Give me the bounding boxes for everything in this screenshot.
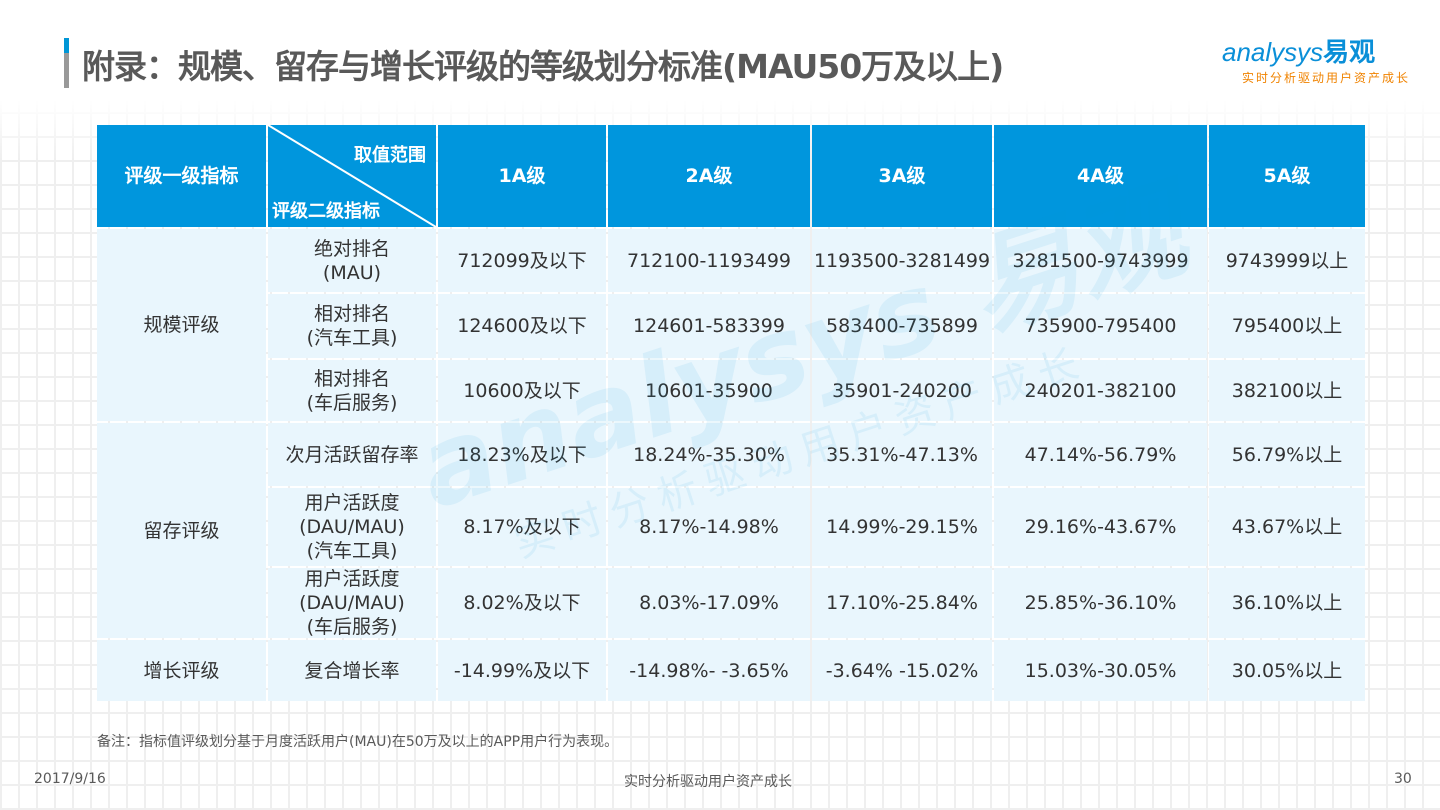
value-cell: 8.03%-17.09% <box>608 568 810 638</box>
footer-slogan: 实时分析驱动用户资产成长 <box>624 774 792 790</box>
value-cell: 30.05%以上 <box>1209 640 1365 701</box>
value-cell: 9743999以上 <box>1209 229 1365 292</box>
value-cell: 583400-735899 <box>812 294 992 358</box>
value-cell: 8.02%及以下 <box>438 568 606 638</box>
header-level-2a: 2A级 <box>608 125 810 227</box>
header-first-level: 评级一级指标 <box>97 125 266 227</box>
footer-date: 2017/9/16 <box>34 771 106 787</box>
group-label: 规模评级 <box>97 229 266 421</box>
diagonal-line <box>268 125 436 227</box>
value-cell: 18.24%-35.30% <box>608 423 810 486</box>
value-cell: 712100-1193499 <box>608 229 810 292</box>
value-cell: 14.99%-29.15% <box>812 488 992 566</box>
value-cell: 382100以上 <box>1209 360 1365 421</box>
header-level-1a: 1A级 <box>438 125 606 227</box>
header-level-3a: 3A级 <box>812 125 992 227</box>
value-cell: -14.99%及以下 <box>438 640 606 701</box>
analysys-logo: analysys易观 实时分析驱动用户资产成长 <box>1222 37 1411 85</box>
value-cell: 8.17%-14.98% <box>608 488 810 566</box>
value-cell: -14.98%- -3.65% <box>608 640 810 701</box>
value-cell: 8.17%及以下 <box>438 488 606 566</box>
metric-label: 复合增长率 <box>268 640 436 701</box>
page-number: 30 <box>1394 771 1412 787</box>
value-cell: 795400以上 <box>1209 294 1365 358</box>
header-level-5a: 5A级 <box>1209 125 1365 227</box>
footnote: 备注：指标值评级划分基于月度活跃用户(MAU)在50万及以上的APP用户行为表现… <box>97 734 619 750</box>
value-cell: 35901-240200 <box>812 360 992 421</box>
value-cell: 240201-382100 <box>994 360 1207 421</box>
value-cell: 3281500-9743999 <box>994 229 1207 292</box>
metric-label: 相对排名 (车后服务) <box>268 360 436 421</box>
value-cell: -3.64% -15.02% <box>812 640 992 701</box>
value-cell: 36.10%以上 <box>1209 568 1365 638</box>
page-title: 附录：规模、留存与增长评级的等级划分标准(MAU50万及以上) <box>82 47 1004 86</box>
value-cell: 1193500-3281499 <box>812 229 992 292</box>
value-cell: 25.85%-36.10% <box>994 568 1207 638</box>
value-cell: 47.14%-56.79% <box>994 423 1207 486</box>
title-accent-bar <box>64 38 69 88</box>
header-second-level: 评级二级指标 <box>272 201 380 222</box>
metric-label: 相对排名 (汽车工具) <box>268 294 436 358</box>
value-cell: 10601-35900 <box>608 360 810 421</box>
value-cell: 735900-795400 <box>994 294 1207 358</box>
value-cell: 10600及以下 <box>438 360 606 421</box>
rating-standards-table: 评级一级指标 取值范围 评级二级指标 1A级 2A级 3A级 4A级 5A级规模评级 绝对… <box>97 125 1365 701</box>
value-cell: 17.10%-25.84% <box>812 568 992 638</box>
header-level-4a: 4A级 <box>994 125 1207 227</box>
metric-label: 次月活跃留存率 <box>268 423 436 486</box>
group-label: 留存评级 <box>97 423 266 638</box>
value-cell: 712099及以下 <box>438 229 606 292</box>
value-cell: 18.23%及以下 <box>438 423 606 486</box>
group-label: 增长评级 <box>97 640 266 701</box>
value-cell: 124601-583399 <box>608 294 810 358</box>
value-cell: 56.79%以上 <box>1209 423 1365 486</box>
value-cell: 43.67%以上 <box>1209 488 1365 566</box>
value-cell: 15.03%-30.05% <box>994 640 1207 701</box>
metric-label: 绝对排名 (MAU) <box>268 229 436 292</box>
header-value-range: 取值范围 <box>354 145 426 166</box>
metric-label: 用户活跃度 (DAU/MAU) (汽车工具) <box>268 488 436 566</box>
value-cell: 29.16%-43.67% <box>994 488 1207 566</box>
value-cell: 124600及以下 <box>438 294 606 358</box>
value-cell: 35.31%-47.13% <box>812 423 992 486</box>
metric-label: 用户活跃度 (DAU/MAU) (车后服务) <box>268 568 436 638</box>
header-diagonal-cell: 取值范围 评级二级指标 <box>268 125 436 227</box>
